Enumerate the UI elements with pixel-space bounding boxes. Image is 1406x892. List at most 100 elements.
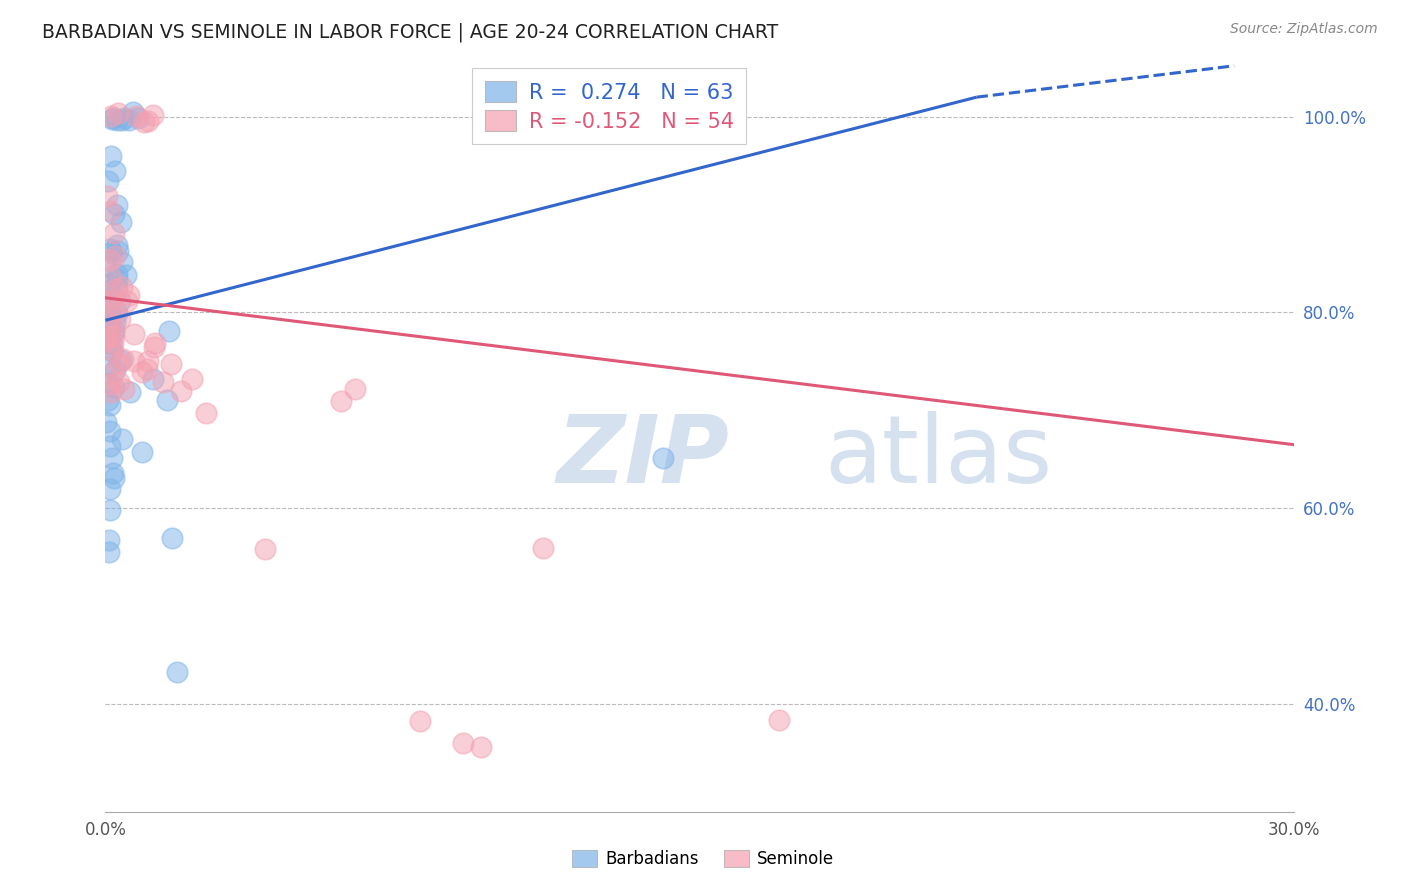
Point [101,112,124,127]
Point [96,259,118,273]
Point [111,112,134,127]
Point [110,215,132,229]
Point [94,333,117,347]
Point [101,343,124,358]
Point [98,376,121,390]
Point [470,739,492,754]
Point [96,293,118,308]
Point [104,315,127,329]
Point [104,302,127,317]
Point [330,393,353,408]
Point [101,111,124,125]
Point [143,339,166,353]
Point [100,384,122,399]
Point [105,281,128,295]
Point [100,148,122,162]
Point [105,306,128,320]
Point [97,359,120,373]
Point [98,268,121,283]
Point [103,335,125,350]
Point [111,352,134,367]
Point [127,111,149,125]
Point [103,379,125,393]
Point [101,450,124,465]
Point [111,280,134,294]
Point [136,354,159,368]
Point [100,244,122,259]
Point [97,277,120,291]
Point [103,322,125,336]
Point [103,326,125,340]
Point [100,305,122,319]
Point [120,384,142,399]
Point [451,736,474,750]
Point [97,545,120,559]
Legend: Barbadians, Seminole: Barbadians, Seminole [565,843,841,875]
Point [156,393,179,408]
Point [181,372,204,386]
Point [114,268,136,282]
Point [111,432,134,446]
Point [98,398,121,412]
Legend: R =  0.274   N = 63, R = -0.152   N = 54: R = 0.274 N = 63, R = -0.152 N = 54 [472,69,747,145]
Point [142,372,165,386]
Text: Source: ZipAtlas.com: Source: ZipAtlas.com [1230,22,1378,37]
Point [105,237,128,252]
Point [104,363,127,377]
Point [97,318,120,332]
Point [98,424,121,438]
Point [157,324,180,338]
Point [118,287,141,301]
Point [343,382,366,396]
Point [98,377,121,392]
Point [98,204,121,219]
Point [97,393,120,408]
Point [110,353,132,368]
Point [103,466,125,480]
Point [103,206,125,220]
Point [96,284,118,298]
Point [152,375,174,389]
Point [100,109,122,123]
Point [253,541,276,556]
Point [142,107,165,121]
Point [101,365,124,379]
Point [107,244,129,259]
Point [101,320,124,334]
Point [98,482,121,496]
Point [768,713,790,727]
Point [143,335,166,350]
Point [100,337,122,351]
Point [98,253,121,268]
Point [117,294,139,309]
Point [195,406,218,420]
Point [103,227,125,241]
Point [96,188,118,202]
Text: ZIP: ZIP [557,411,730,503]
Point [134,115,156,129]
Point [136,113,159,128]
Point [105,272,128,286]
Text: atlas: atlas [824,411,1053,503]
Point [125,109,148,123]
Point [101,343,124,358]
Point [105,267,128,281]
Point [166,665,188,680]
Point [108,312,131,326]
Point [104,249,127,263]
Point [97,336,120,351]
Point [652,451,675,466]
Point [104,282,127,296]
Point [97,293,120,308]
Point [131,445,153,459]
Point [108,375,131,389]
Point [112,111,135,125]
Point [97,315,120,329]
Point [97,329,120,343]
Point [160,531,183,545]
Point [94,415,117,429]
Point [170,384,193,398]
Text: BARBADIAN VS SEMINOLE IN LABOR FORCE | AGE 20-24 CORRELATION CHART: BARBADIAN VS SEMINOLE IN LABOR FORCE | A… [42,22,779,42]
Point [103,329,125,343]
Point [94,318,117,333]
